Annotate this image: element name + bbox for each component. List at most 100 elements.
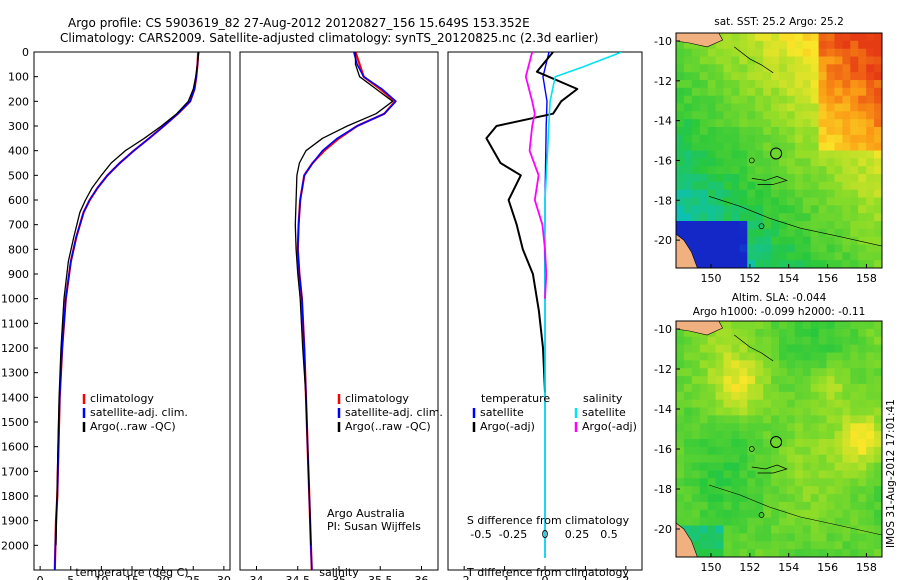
heatmap-cell (691, 541, 701, 550)
heatmap-cell (866, 95, 875, 105)
heatmap-cell (676, 478, 685, 487)
heatmap-cell (850, 119, 859, 128)
heatmap-cell (699, 446, 709, 456)
heatmap-cell (866, 470, 875, 479)
difference-tick-group: -2-1012 (459, 566, 629, 580)
heatmap-cell (826, 446, 835, 456)
heatmap-cell (802, 205, 812, 214)
heatmap-cell (723, 134, 732, 144)
heatmap-cell (834, 111, 843, 120)
s-difference-tick-group: -0.5 -0.25 0 0.25 0.5 (470, 528, 617, 541)
heatmap-cell (699, 549, 709, 557)
heatmap-cell (834, 80, 843, 89)
heatmap-cell (699, 407, 709, 416)
heatmap-cell (771, 236, 780, 246)
heatmap-cell (779, 525, 788, 534)
heatmap-cell (874, 56, 882, 65)
heatmap-cell (802, 166, 812, 175)
heatmap-cell (723, 33, 732, 42)
heatmap-cell (715, 48, 725, 58)
heatmap-cell (834, 446, 843, 456)
heatmap-cell (739, 64, 748, 73)
heatmap-cell (874, 48, 882, 58)
heatmap-cell (802, 407, 812, 416)
bathymetry-contour (708, 196, 882, 247)
heatmap-cell (786, 252, 796, 261)
heatmap-cell (786, 56, 796, 65)
heatmap-cell (755, 383, 764, 393)
map-x-tick-label: 152 (739, 561, 760, 574)
heatmap-cell (834, 252, 843, 261)
heatmap-cell (794, 321, 804, 330)
heatmap-cell (723, 127, 732, 136)
heatmap-cell (810, 150, 820, 159)
heatmap-cell (676, 56, 685, 65)
heatmap-cell (874, 127, 882, 136)
heatmap-cell (691, 221, 701, 230)
heatmap-cell (779, 174, 788, 183)
heatmap-cell (763, 181, 772, 191)
heatmap-cell (826, 48, 835, 58)
heatmap-cell (786, 439, 796, 448)
heatmap-cell (731, 260, 740, 268)
heatmap-cell (691, 80, 701, 89)
heatmap-cell (683, 236, 693, 246)
heatmap-cell (755, 236, 764, 246)
heatmap-cell (715, 197, 725, 206)
heatmap-cell (779, 95, 788, 105)
heatmap-cell (826, 64, 835, 73)
heatmap-cell (786, 103, 796, 112)
heatmap-cell (755, 344, 764, 354)
heatmap-cell (739, 260, 748, 268)
heatmap-cell (731, 103, 740, 112)
heatmap-cell (771, 454, 780, 464)
heatmap-cell (858, 533, 867, 542)
heatmap-cell (715, 462, 725, 472)
legend-title-temperature: temperature (481, 392, 550, 405)
series-line-s-argo-adj- (524, 52, 548, 299)
heatmap-cell (779, 352, 788, 361)
heatmap-cell (858, 87, 867, 97)
heatmap-cell (802, 213, 812, 222)
heatmap-cell (858, 40, 867, 50)
heatmap-cell (786, 399, 796, 409)
heatmap-cell (707, 213, 717, 222)
heatmap-cell (802, 494, 812, 503)
heatmap-cell (826, 174, 835, 183)
land-png (676, 33, 724, 48)
heatmap-cell (858, 111, 867, 120)
heatmap-cell (802, 446, 812, 456)
heatmap-cell (676, 228, 685, 238)
heatmap-cell (810, 478, 820, 487)
heatmap-cell (731, 244, 740, 253)
heatmap-cell (715, 87, 725, 97)
heatmap-cell (802, 439, 812, 448)
heatmap-cell (707, 549, 717, 557)
heatmap-cell (676, 486, 685, 495)
heatmap-cell (794, 478, 804, 487)
heatmap-cell (731, 368, 740, 377)
heatmap-cell (723, 228, 732, 238)
heatmap-cell (699, 533, 709, 542)
heatmap-cell (834, 213, 843, 222)
heatmap-cell (850, 494, 859, 503)
heatmap-cell (858, 80, 867, 89)
heatmap-cell (810, 260, 820, 268)
heatmap-cell (739, 368, 748, 377)
heatmap-cell (802, 181, 812, 191)
heatmap-cell (866, 111, 875, 120)
heatmap-cell (842, 501, 851, 511)
heatmap-cell (834, 103, 843, 112)
heatmap-cell (866, 525, 875, 534)
heatmap-cell (866, 423, 875, 432)
heatmap-cell (786, 72, 796, 81)
heatmap-cell (866, 244, 875, 253)
sla-land (676, 321, 882, 557)
heatmap-cell (842, 142, 851, 152)
heatmap-cell (834, 344, 843, 354)
heatmap-cell (691, 134, 701, 144)
heatmap-cell (763, 174, 772, 183)
x-tick-label: 5 (67, 574, 74, 580)
heatmap-cell (786, 391, 796, 401)
heatmap-cell (723, 391, 732, 401)
